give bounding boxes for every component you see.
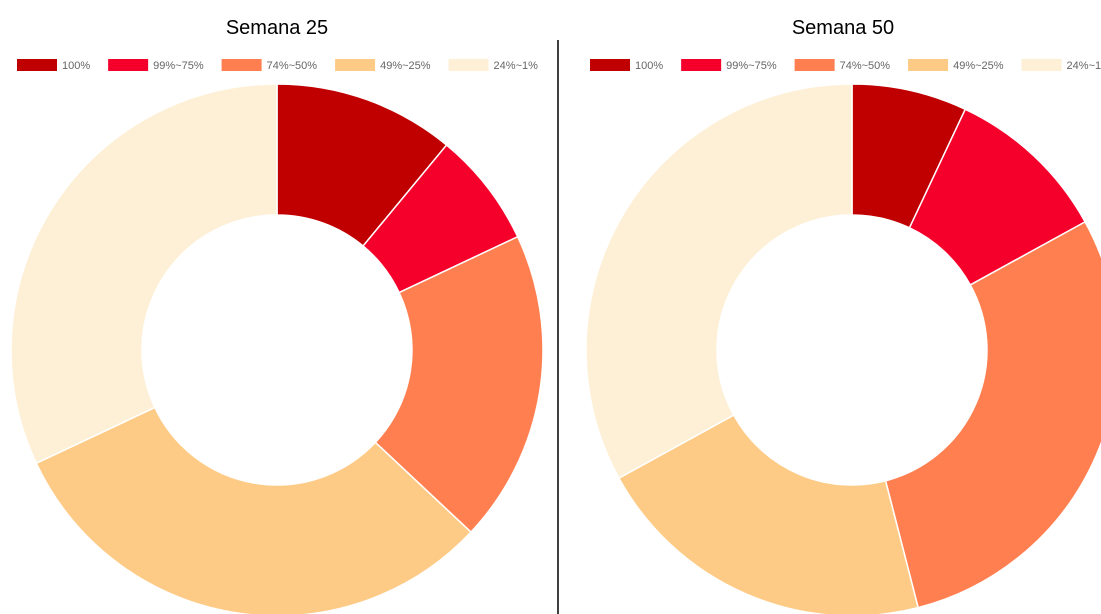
donut-slice [374,235,544,534]
legend-swatch [794,59,835,71]
legend-label: 49%~25% [953,60,1004,72]
legend-swatch [908,59,949,71]
legend-swatch [108,59,149,71]
legend-swatch [1021,59,1062,71]
donut-slice [884,220,1101,609]
legend-label: 24%~1% [1067,60,1101,72]
donut [10,83,544,614]
legend-swatch [448,59,489,71]
legend-swatch [335,59,376,71]
legend-label: 74%~50% [840,60,891,72]
legend-label: 74%~50% [267,60,318,72]
legend-swatch [17,59,57,71]
legend-label: 99%~75% [153,60,204,72]
donut [585,83,1101,614]
legend-label: 24%~1% [494,60,539,72]
donut-slice [585,83,853,480]
legend-label: 100% [62,60,90,72]
legend-label: 99%~75% [726,60,777,72]
legend-label: 49%~25% [380,60,431,72]
legend-swatch [221,59,262,71]
donut-slice [10,83,278,465]
legend-swatch [681,59,722,71]
chart-title: Semana 25 [226,17,328,39]
chart-title: Semana 50 [792,17,894,39]
legend-swatch [590,59,630,71]
donut-slice [35,406,472,614]
legend-label: 100% [635,60,663,72]
